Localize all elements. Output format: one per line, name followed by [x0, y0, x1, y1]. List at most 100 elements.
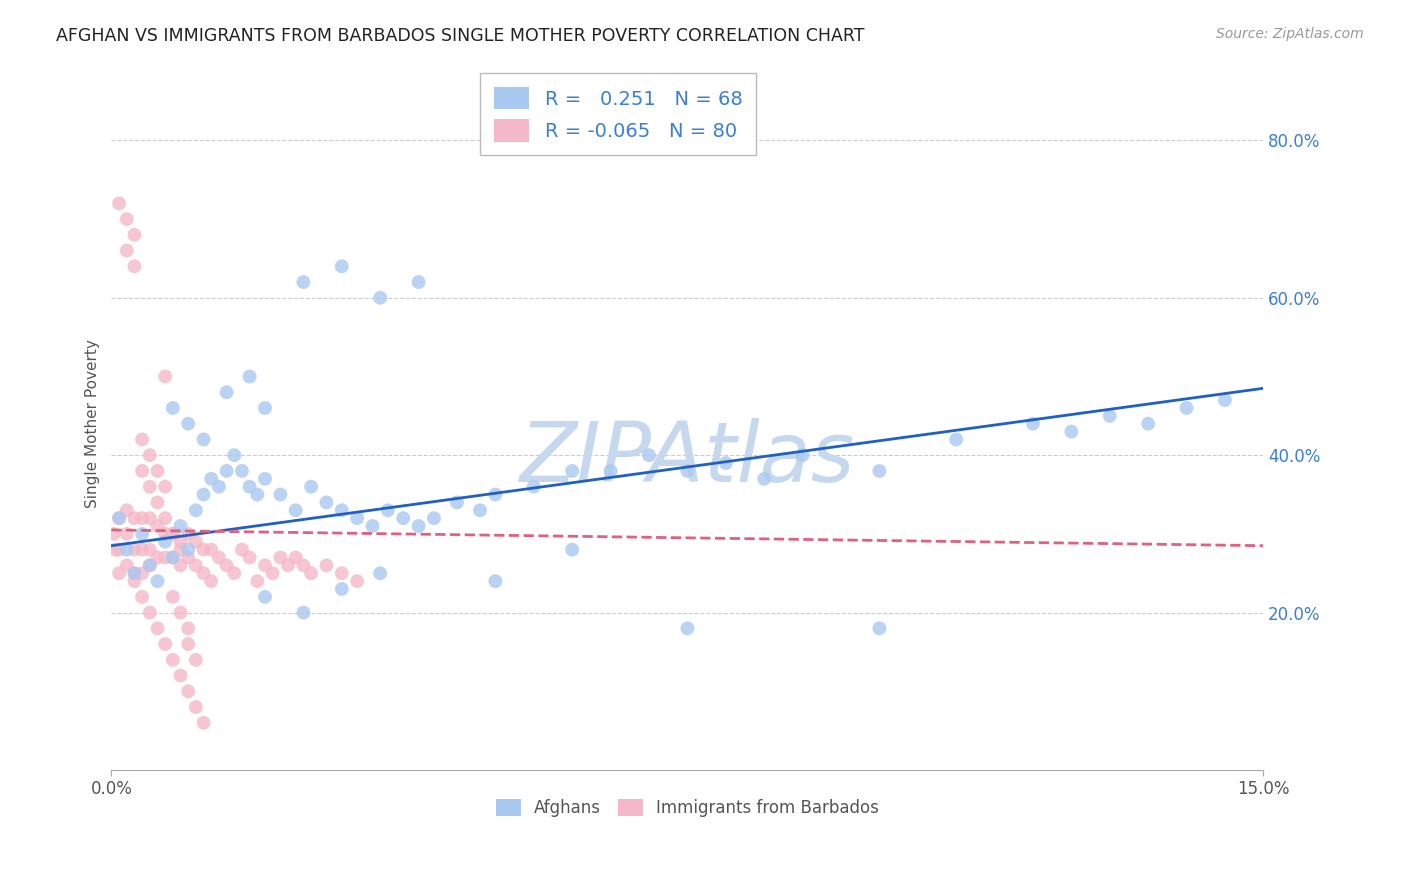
Point: [124, 511, 146, 525]
Point: [139, 558, 162, 573]
Point: [224, 448, 246, 462]
Point: [1060, 425, 1083, 439]
Point: [292, 275, 315, 289]
Point: [638, 448, 661, 462]
Point: [131, 566, 153, 581]
Point: [714, 456, 737, 470]
Point: [124, 566, 146, 581]
Point: [184, 503, 207, 517]
Point: [945, 433, 967, 447]
Point: [131, 590, 153, 604]
Point: [792, 448, 814, 462]
Point: [184, 700, 207, 714]
Point: [146, 574, 169, 588]
Point: [162, 550, 184, 565]
Point: [408, 519, 430, 533]
Point: [330, 503, 353, 517]
Point: [115, 558, 138, 573]
Point: [484, 574, 506, 588]
Point: [208, 480, 231, 494]
Point: [408, 275, 430, 289]
Point: [468, 503, 491, 517]
Point: [139, 511, 162, 525]
Point: [284, 550, 307, 565]
Point: [169, 606, 191, 620]
Point: [284, 503, 307, 517]
Point: [239, 369, 262, 384]
Point: [184, 558, 207, 573]
Point: [153, 637, 176, 651]
Point: [193, 715, 215, 730]
Point: [262, 566, 284, 581]
Point: [104, 542, 127, 557]
Point: [330, 582, 353, 596]
Point: [131, 433, 153, 447]
Point: [253, 401, 276, 415]
Point: [124, 566, 146, 581]
Point: [162, 653, 184, 667]
Point: [193, 433, 215, 447]
Point: [193, 542, 215, 557]
Point: [330, 566, 353, 581]
Point: [561, 542, 583, 557]
Point: [162, 527, 184, 541]
Point: [177, 527, 200, 541]
Point: [215, 385, 238, 400]
Point: [146, 519, 169, 533]
Point: [239, 550, 262, 565]
Point: [561, 464, 583, 478]
Point: [1098, 409, 1121, 423]
Point: [139, 480, 162, 494]
Point: [368, 566, 391, 581]
Point: [108, 542, 131, 557]
Text: AFGHAN VS IMMIGRANTS FROM BARBADOS SINGLE MOTHER POVERTY CORRELATION CHART: AFGHAN VS IMMIGRANTS FROM BARBADOS SINGL…: [56, 27, 865, 45]
Y-axis label: Single Mother Poverty: Single Mother Poverty: [86, 339, 100, 508]
Point: [153, 534, 176, 549]
Point: [131, 464, 153, 478]
Point: [868, 464, 890, 478]
Point: [184, 653, 207, 667]
Point: [231, 464, 253, 478]
Point: [108, 196, 131, 211]
Point: [115, 244, 138, 258]
Point: [299, 480, 322, 494]
Point: [153, 369, 176, 384]
Point: [115, 527, 138, 541]
Point: [177, 684, 200, 698]
Point: [124, 227, 146, 242]
Point: [330, 260, 353, 274]
Point: [108, 566, 131, 581]
Point: [208, 550, 231, 565]
Point: [146, 464, 169, 478]
Point: [177, 417, 200, 431]
Point: [108, 511, 131, 525]
Point: [153, 527, 176, 541]
Point: [153, 511, 176, 525]
Point: [676, 464, 699, 478]
Point: [215, 464, 238, 478]
Point: [115, 542, 138, 557]
Point: [153, 550, 176, 565]
Point: [169, 542, 191, 557]
Point: [253, 590, 276, 604]
Point: [377, 503, 399, 517]
Point: [139, 542, 162, 557]
Point: [177, 637, 200, 651]
Point: [292, 606, 315, 620]
Point: [162, 550, 184, 565]
Point: [1137, 417, 1160, 431]
Point: [246, 574, 269, 588]
Point: [200, 542, 222, 557]
Point: [1022, 417, 1045, 431]
Point: [131, 511, 153, 525]
Point: [200, 574, 222, 588]
Point: [224, 566, 246, 581]
Point: [108, 511, 131, 525]
Point: [146, 621, 169, 635]
Point: [115, 503, 138, 517]
Point: [754, 472, 776, 486]
Point: [239, 480, 262, 494]
Point: [484, 487, 506, 501]
Point: [169, 519, 191, 533]
Point: [146, 495, 169, 509]
